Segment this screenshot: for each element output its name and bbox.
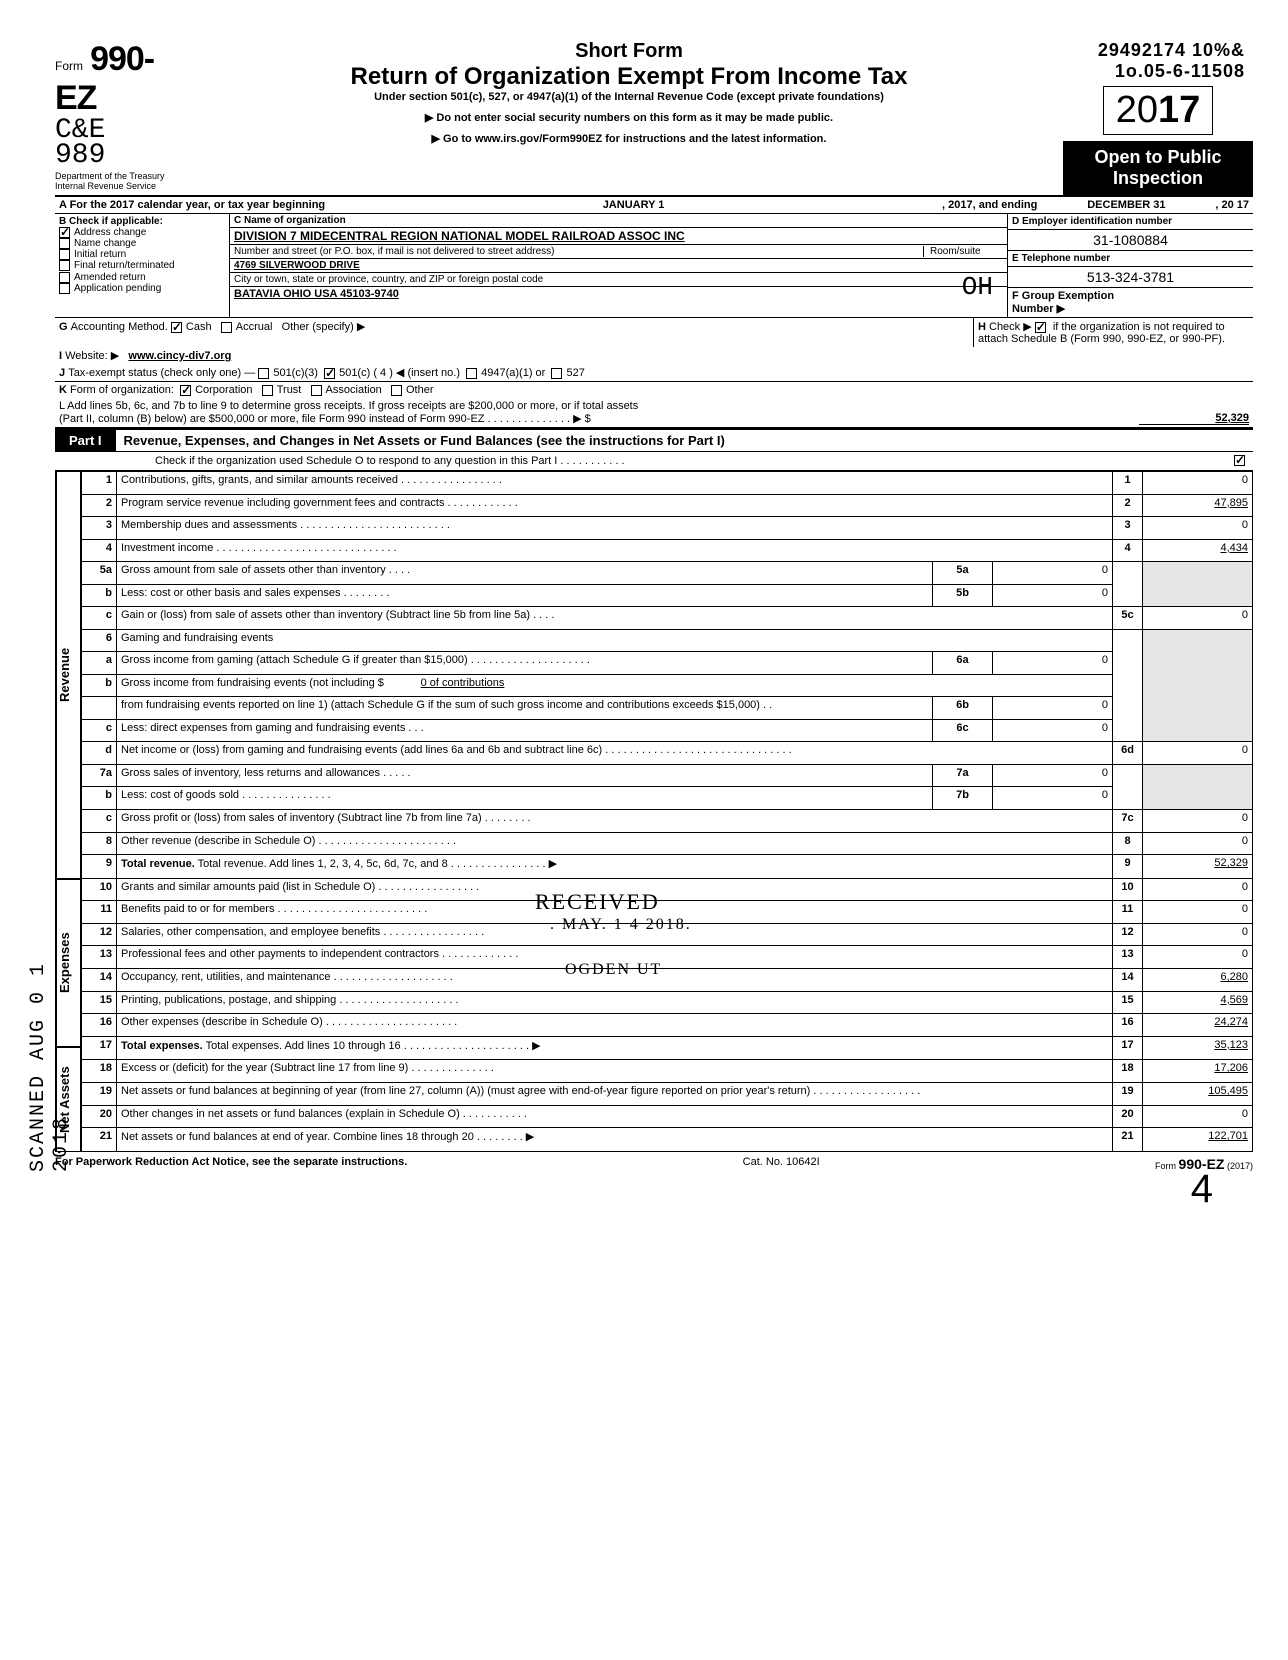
stamp-date: . MAY. 1 4 2018. — [550, 916, 692, 934]
page-number-4: 4 — [1191, 1167, 1213, 1212]
col-c: C Name of organization DIVISION 7 MIDECE… — [230, 214, 1008, 317]
ein: 31-1080884 — [1008, 230, 1253, 251]
dln: 29492174 10%& 1o.05-6-11508 — [1063, 40, 1253, 82]
row-a: A For the 2017 calendar year, or tax yea… — [55, 197, 1253, 214]
stamp-ogden: OGDEN UT — [565, 961, 662, 979]
vlabel-revenue: Revenue — [57, 472, 72, 878]
chk-527[interactable] — [551, 368, 562, 379]
part-1-header: Part I Revenue, Expenses, and Changes in… — [55, 428, 1253, 452]
chk-501c[interactable] — [324, 368, 335, 379]
chk-trust[interactable] — [262, 385, 273, 396]
vlabel-net-assets: Net Assets — [57, 1048, 72, 1151]
chk-schedule-o[interactable] — [1234, 455, 1245, 466]
chk-association[interactable] — [311, 385, 322, 396]
website: www.cincy-div7.org — [128, 350, 231, 362]
chk-application-pending[interactable] — [59, 283, 70, 294]
part1-table: 1Contributions, gifts, grants, and simil… — [81, 471, 1253, 1152]
form-header: Form 990-EZ C&E 989 Department of the Tr… — [55, 40, 1253, 197]
org-name: DIVISION 7 MIDECENTRAL REGION NATIONAL M… — [234, 229, 685, 243]
dept-line2: Internal Revenue Service — [55, 182, 189, 192]
org-city: BATAVIA OHIO USA 45103-9740 — [234, 288, 399, 300]
form-number: 990-EZ — [55, 40, 154, 117]
gross-receipts: 52,329 — [1139, 412, 1249, 425]
chk-corporation[interactable] — [180, 385, 191, 396]
title-note1: ▶ Do not enter social security numbers o… — [205, 111, 1053, 124]
org-street: 4769 SILVERWOOD DRIVE — [234, 260, 360, 271]
chk-501c3[interactable] — [258, 368, 269, 379]
num-989: 989 — [55, 143, 189, 168]
chk-sched-b[interactable] — [1035, 322, 1046, 333]
chk-4947[interactable] — [466, 368, 477, 379]
chk-name-change[interactable] — [59, 238, 70, 249]
chk-other-org[interactable] — [391, 385, 402, 396]
vlabel-expenses: Expenses — [57, 880, 72, 1046]
col-d: D Employer identification number 31-1080… — [1008, 214, 1253, 317]
telephone: 513-324-3781 — [1008, 267, 1253, 288]
oh-mark: OH — [962, 272, 993, 302]
title-note2: ▶ Go to www.irs.gov/Form990EZ for instru… — [205, 132, 1053, 145]
chk-initial-return[interactable] — [59, 249, 70, 260]
col-b: B Check if applicable: Address change Na… — [55, 214, 230, 317]
chk-address-change[interactable] — [59, 227, 70, 238]
title-sub: Under section 501(c), 527, or 4947(a)(1)… — [205, 91, 1053, 103]
page-footer: For Paperwork Reduction Act Notice, see … — [55, 1152, 1253, 1172]
tax-year: 2017 — [1103, 86, 1214, 135]
open-public-box: Open to Public Inspection — [1063, 141, 1253, 195]
chk-accrual[interactable] — [221, 322, 232, 333]
part1-check-text: Check if the organization used Schedule … — [155, 455, 1234, 467]
received-stamp: RECEIVED — [535, 889, 660, 915]
chk-amended-return[interactable] — [59, 272, 70, 283]
chk-cash[interactable] — [171, 322, 182, 333]
title-short: Short Form — [205, 40, 1053, 63]
form-prefix: Form — [55, 59, 83, 73]
title-main: Return of Organization Exempt From Incom… — [205, 63, 1053, 91]
chk-final-return[interactable] — [59, 260, 70, 271]
